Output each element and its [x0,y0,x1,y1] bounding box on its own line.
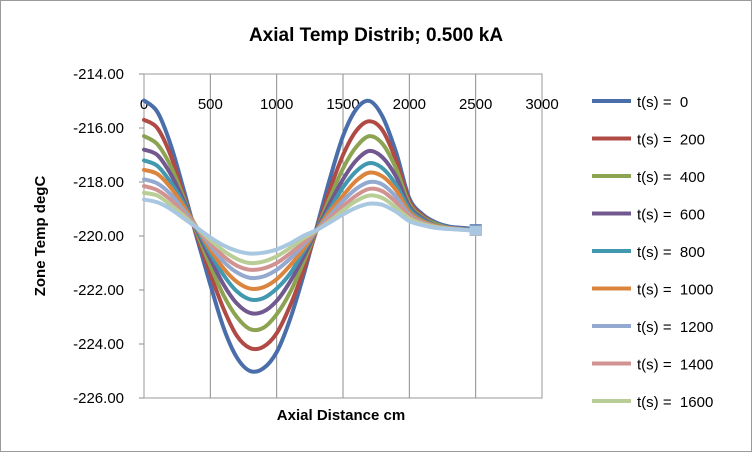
series-line [142,197,478,256]
x-tick-label: 0 [140,96,148,113]
legend-label: t(s) = 400 [637,169,705,186]
series-group [142,98,482,374]
y-axis: -214.00 -216.00 -218.00 -220.00 -222.00 -224.… [73,66,144,407]
x-axis-title: Axial Distance cm [277,407,405,424]
y-axis-title: Zone Temp degC [32,176,49,297]
legend-label: t(s) = 0 [637,94,688,111]
legend-label: t(s) = 1000 [637,282,713,299]
series-end-marker [469,225,482,236]
y-tick-label: -222.00 [73,282,124,299]
x-tick-label: 500 [198,96,223,113]
chart-title: Axial Temp Distrib; 0.500 kA [249,25,503,46]
x-tick-label: 1500 [326,96,359,113]
y-tick-label: -224.00 [73,336,124,353]
x-tick-label: 3000 [525,96,558,113]
legend: t(s) = 0 t(s) = 200 t(s) = 400 t(s) = 600 t(… [592,94,713,411]
y-tick-label: -216.00 [73,120,124,137]
legend-label: t(s) = 800 [637,244,705,261]
legend-label: t(s) = 1200 [637,319,713,336]
x-axis: 0 500 1000 1500 2000 2500 3000 [140,96,559,113]
y-tick-label: -218.00 [73,174,124,191]
x-tick-label: 2000 [393,96,426,113]
legend-label: t(s) = 600 [637,207,705,224]
x-tick-label: 2500 [459,96,492,113]
legend-label: t(s) = 1400 [637,357,713,374]
legend-label: t(s) = 200 [637,132,705,149]
x-tick-label: 1000 [260,96,293,113]
y-tick-label: -226.00 [73,390,124,407]
legend-label: t(s) = 1600 [637,394,713,411]
y-tick-label: -220.00 [73,228,124,245]
y-tick-label: -214.00 [73,66,124,83]
